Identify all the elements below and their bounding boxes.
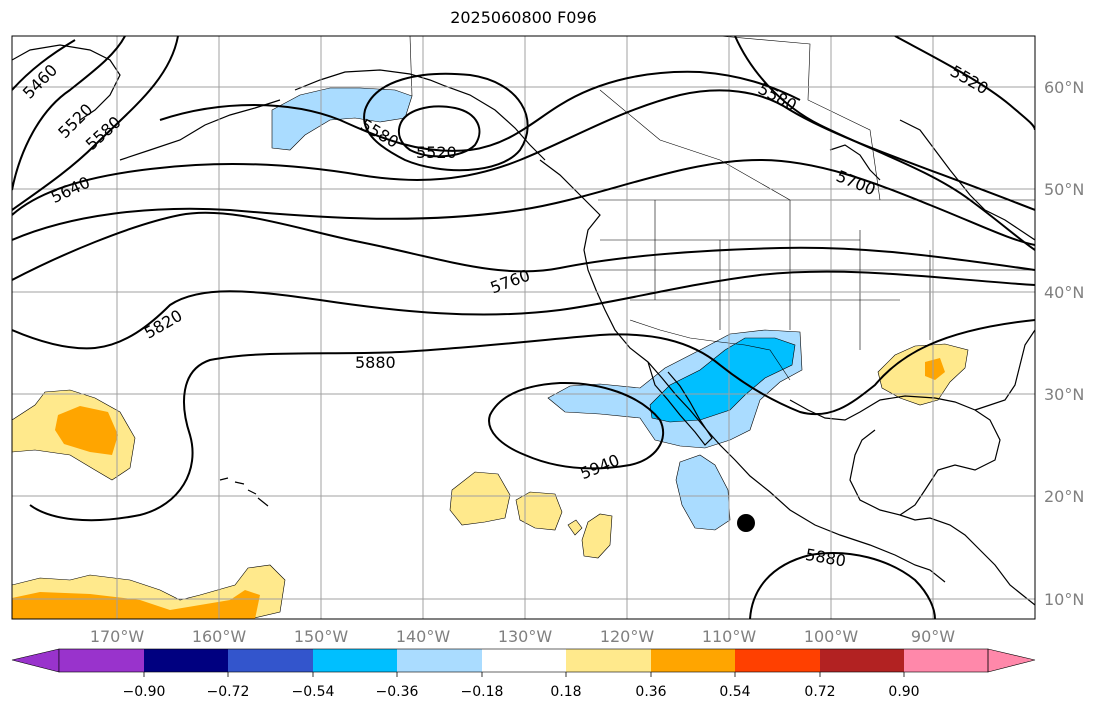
colorbar-tick-label: 0.90 xyxy=(888,684,919,700)
shade-light-blue-mexico xyxy=(675,454,731,531)
lon-label: 150°W xyxy=(294,627,349,646)
contour-5880-south xyxy=(749,552,936,619)
colorbar-max-extend xyxy=(987,648,1036,673)
contour-5520-ne xyxy=(894,36,1035,131)
colorbar-min-extend xyxy=(11,648,60,673)
coast-siberia xyxy=(12,44,121,121)
shade-orange-south xyxy=(12,590,260,619)
lon-label: 160°W xyxy=(192,627,247,646)
colorbar-seg xyxy=(820,649,904,672)
colorbar-seg xyxy=(144,649,228,672)
coast-alaska xyxy=(294,69,546,161)
lat-label: 60°N xyxy=(1044,78,1084,97)
map-frame xyxy=(11,35,1036,620)
coast-gulf xyxy=(789,395,1001,516)
coast-baja xyxy=(647,361,713,446)
shade-blue-core xyxy=(649,337,796,423)
colorbar-tick-label: 0.54 xyxy=(719,684,750,700)
colorbar-seg xyxy=(482,649,566,672)
colorbar-tick-label: −0.18 xyxy=(461,684,504,700)
height-contours xyxy=(12,36,1035,619)
shade-yellow-blob-3 xyxy=(567,519,583,536)
lat-label: 50°N xyxy=(1044,180,1084,199)
contour-5460 xyxy=(12,39,76,91)
anomaly-shading xyxy=(12,87,969,619)
shade-light-blue-alaska xyxy=(271,87,413,151)
political-borders xyxy=(409,36,1035,381)
latitude-labels: 60°N 50°N 40°N 30°N 20°N 10°N xyxy=(1044,78,1084,609)
colorbar-seg xyxy=(735,649,820,672)
contour-5820 xyxy=(12,270,1035,350)
colorbar-tick-label: −0.72 xyxy=(207,684,250,700)
lat-label: 30°N xyxy=(1044,385,1084,404)
contour-5580-mid xyxy=(159,70,801,152)
contour-5940 xyxy=(488,381,665,470)
colorbar-tick-label: −0.36 xyxy=(376,684,419,700)
contour-5880 xyxy=(29,319,1035,522)
colorbar-seg xyxy=(904,649,988,672)
map-title: 2025060800 F096 xyxy=(450,8,597,27)
coastlines xyxy=(12,44,1035,606)
shade-yellow-blob-4 xyxy=(581,513,613,559)
contour-5580-west xyxy=(12,36,179,211)
coast-na-west xyxy=(539,159,946,583)
contour-5700 xyxy=(12,158,1035,246)
graticule xyxy=(12,36,1035,619)
shade-yellow-blob-1 xyxy=(449,471,511,526)
colorbar-seg xyxy=(313,649,397,672)
colorbar-seg xyxy=(566,649,651,672)
colorbar-seg xyxy=(397,649,482,672)
colorbar-tick-label: 0.72 xyxy=(804,684,835,700)
colorbar-seg xyxy=(228,649,313,672)
shade-orange-gulf xyxy=(925,358,945,380)
lon-label: 130°W xyxy=(498,627,553,646)
coast-central-america xyxy=(899,514,1035,606)
coast-hudson xyxy=(829,144,881,181)
colorbar-tick-label: −0.90 xyxy=(123,684,166,700)
coast-florida xyxy=(974,329,1035,411)
lat-label: 20°N xyxy=(1044,487,1084,506)
lat-label: 40°N xyxy=(1044,283,1084,302)
lat-label: 10°N xyxy=(1044,590,1084,609)
coast-aleutians xyxy=(119,99,281,161)
contour-5760 xyxy=(12,211,1035,281)
coast-northeast xyxy=(899,119,1035,241)
lon-label: 110°W xyxy=(702,627,757,646)
lon-label: 100°W xyxy=(804,627,859,646)
lon-label: 90°W xyxy=(911,627,955,646)
shade-yellow-gulf xyxy=(877,343,969,406)
colorbar-tick-label: 0.36 xyxy=(635,684,666,700)
contour-5520-west xyxy=(12,36,126,191)
contour-label: 5880 xyxy=(355,353,396,372)
contour-5520-low xyxy=(363,72,529,172)
contour-5580-ne xyxy=(734,36,1035,251)
lon-label: 140°W xyxy=(396,627,451,646)
lon-label: 170°W xyxy=(90,627,145,646)
contour-label: 5520 xyxy=(416,143,457,162)
colorbar-tick-label: 0.18 xyxy=(550,684,581,700)
map-canvas: 5460 5520 5580 5640 5580 5520 5700 5580 … xyxy=(12,36,1035,619)
colorbar-seg xyxy=(59,649,144,672)
coast-hawaii xyxy=(219,477,269,507)
shade-yellow-blob-2 xyxy=(515,491,563,531)
colorbar-tick-label: −0.54 xyxy=(292,684,335,700)
shade-orange-pacific-west xyxy=(55,406,118,455)
colorbar: −0.90 −0.72 −0.54 −0.36 −0.18 0.18 0.36 … xyxy=(11,648,1036,700)
lon-label: 120°W xyxy=(600,627,655,646)
colorbar-seg xyxy=(651,649,735,672)
longitude-labels: 170°W 160°W 150°W 140°W 130°W 120°W 110°… xyxy=(90,627,955,646)
contour-5520-inner xyxy=(397,105,481,158)
contour-5640 xyxy=(12,89,1035,216)
black-dot-marker xyxy=(737,514,755,532)
